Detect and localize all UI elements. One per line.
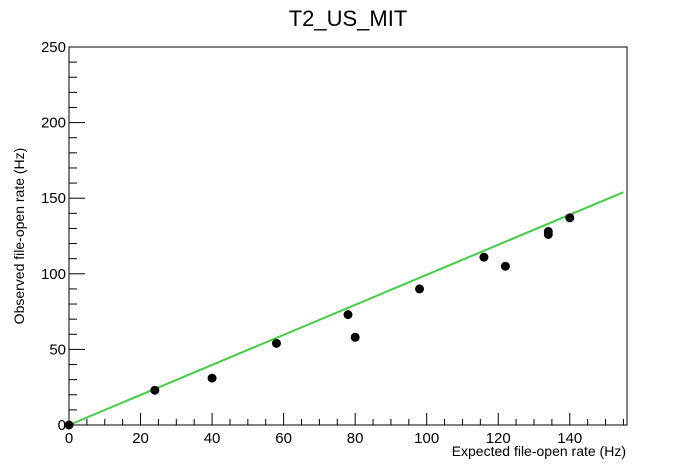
fit-line-group [68, 191, 624, 426]
x-tick-label: 20 [132, 430, 149, 447]
data-point [343, 310, 353, 320]
x-tick-label: 40 [204, 430, 221, 447]
x-tick-label: 100 [414, 430, 439, 447]
points-group [64, 213, 575, 430]
data-point [415, 284, 425, 294]
y-tick-label: 200 [41, 115, 66, 132]
data-point [543, 229, 553, 239]
data-point [565, 213, 575, 223]
data-point [150, 385, 160, 395]
y-tick-label: 100 [41, 266, 66, 283]
x-tick-label: 120 [486, 430, 511, 447]
x-tick-label: 80 [347, 430, 364, 447]
y-axis-label: Observed file-open rate (Hz) [11, 148, 27, 325]
data-point [64, 420, 74, 430]
data-point [350, 332, 360, 342]
chart-title: T2_US_MIT [289, 6, 408, 31]
fit-line [68, 191, 624, 426]
x-tick-label: 0 [65, 430, 73, 447]
y-tick-label: 0 [58, 417, 66, 434]
data-point [271, 338, 281, 348]
x-tick-label: 60 [275, 430, 292, 447]
y-tick-label: 150 [41, 190, 66, 207]
data-point [500, 261, 510, 271]
axes: 0 20 40 60 80 100 120 140 0 50 100 150 200 250 [41, 39, 628, 447]
plot-frame [68, 46, 628, 426]
data-point [207, 373, 217, 383]
data-point [479, 252, 489, 262]
y-tick-label: 250 [41, 39, 66, 56]
x-axis-label: Expected file-open rate (Hz) [452, 443, 626, 459]
x-tick-label: 140 [557, 430, 582, 447]
y-tick-label: 50 [49, 341, 66, 358]
